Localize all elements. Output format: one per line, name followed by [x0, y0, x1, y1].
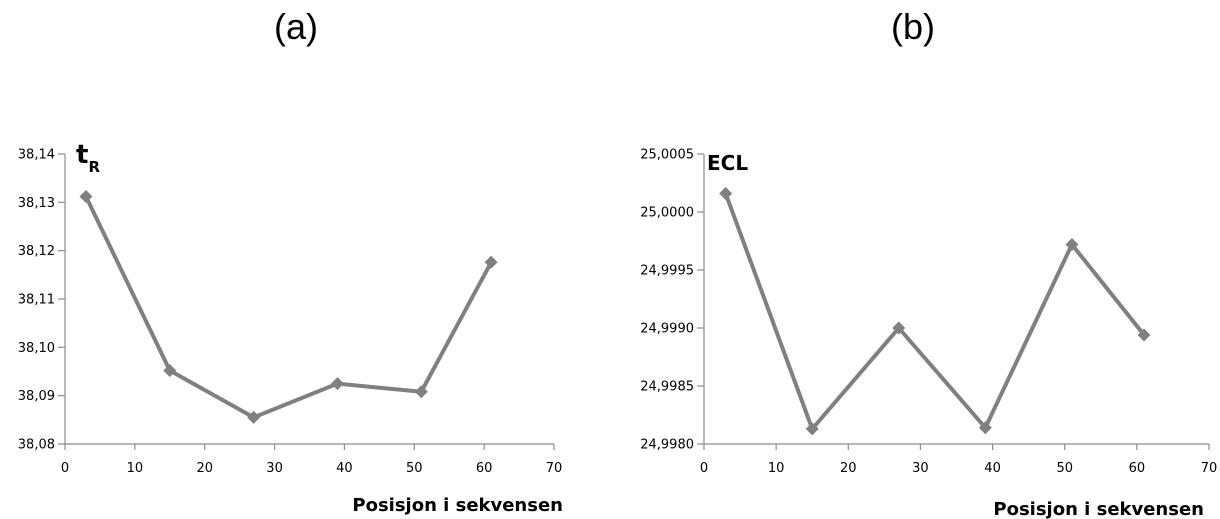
- data-point-marker: [1137, 328, 1151, 342]
- y-tick-label: 24,9980: [640, 438, 694, 453]
- series-line: [84, 195, 493, 420]
- x-tick-label: 30: [912, 461, 929, 476]
- x-axis-title: Posisjon i sekvensen: [993, 499, 1204, 519]
- data-point-marker: [719, 186, 733, 200]
- panel-label-a: (a): [274, 6, 318, 47]
- x-tick-label: 40: [984, 461, 1001, 476]
- y-tick-label: 38,13: [18, 196, 55, 211]
- y-tick-label: 38,12: [18, 244, 55, 259]
- data-point-marker: [805, 422, 819, 436]
- y-tick-label: 38,10: [18, 341, 55, 356]
- x-tick-label: 20: [840, 461, 857, 476]
- series-line: [723, 192, 1146, 431]
- y-tick-label: 38,14: [18, 148, 55, 163]
- y-axis-label-subscript: R: [88, 158, 100, 176]
- y-tick-label: 24,9995: [640, 264, 694, 279]
- chart-a: 38,08 38,09 38,10 38,11 38,12 38,13 38,14 0 10 20…: [18, 140, 563, 516]
- x-tick-label: 10: [127, 461, 144, 476]
- data-point-marker: [414, 385, 428, 399]
- panel-label-b: (b): [891, 6, 935, 47]
- data-point-marker: [330, 377, 344, 391]
- y-axis-label: tR: [76, 140, 100, 176]
- y-axis-label: ECL: [707, 151, 748, 175]
- chart-b: 24,9980 24,9985 24,9990 24,9995 25,0000 25,00…: [640, 148, 1217, 519]
- y-tick-label: 38,08: [18, 438, 55, 453]
- y-tick-label: 25,0005: [640, 148, 694, 163]
- x-tick-label: 70: [1201, 461, 1218, 476]
- data-point-marker: [163, 364, 177, 378]
- y-tick-label: 24,9985: [640, 380, 694, 395]
- data-point-marker: [892, 321, 906, 335]
- x-tick-label: 0: [700, 461, 708, 476]
- x-tick-label: 10: [768, 461, 785, 476]
- x-tick-label: 20: [196, 461, 213, 476]
- x-tick-label: 30: [266, 461, 283, 476]
- y-tick-label: 38,09: [18, 389, 55, 404]
- y-tick-label: 24,9990: [640, 322, 694, 337]
- data-point-marker: [247, 410, 261, 424]
- data-point-marker: [79, 190, 93, 204]
- x-tick-label: 70: [546, 461, 563, 476]
- x-tick-label: 40: [336, 461, 353, 476]
- y-tick-label: 38,11: [18, 293, 55, 308]
- x-tick-label: 60: [1129, 461, 1146, 476]
- x-tick-label: 50: [1056, 461, 1073, 476]
- x-axis-title: Posisjon i sekvensen: [352, 495, 563, 516]
- data-point-marker: [1065, 237, 1079, 251]
- y-tick-label: 25,0000: [640, 206, 694, 221]
- x-tick-label: 60: [476, 461, 493, 476]
- data-point-marker: [484, 255, 498, 269]
- data-point-marker: [978, 421, 992, 435]
- x-tick-label: 0: [61, 461, 69, 476]
- x-tick-label: 50: [406, 461, 423, 476]
